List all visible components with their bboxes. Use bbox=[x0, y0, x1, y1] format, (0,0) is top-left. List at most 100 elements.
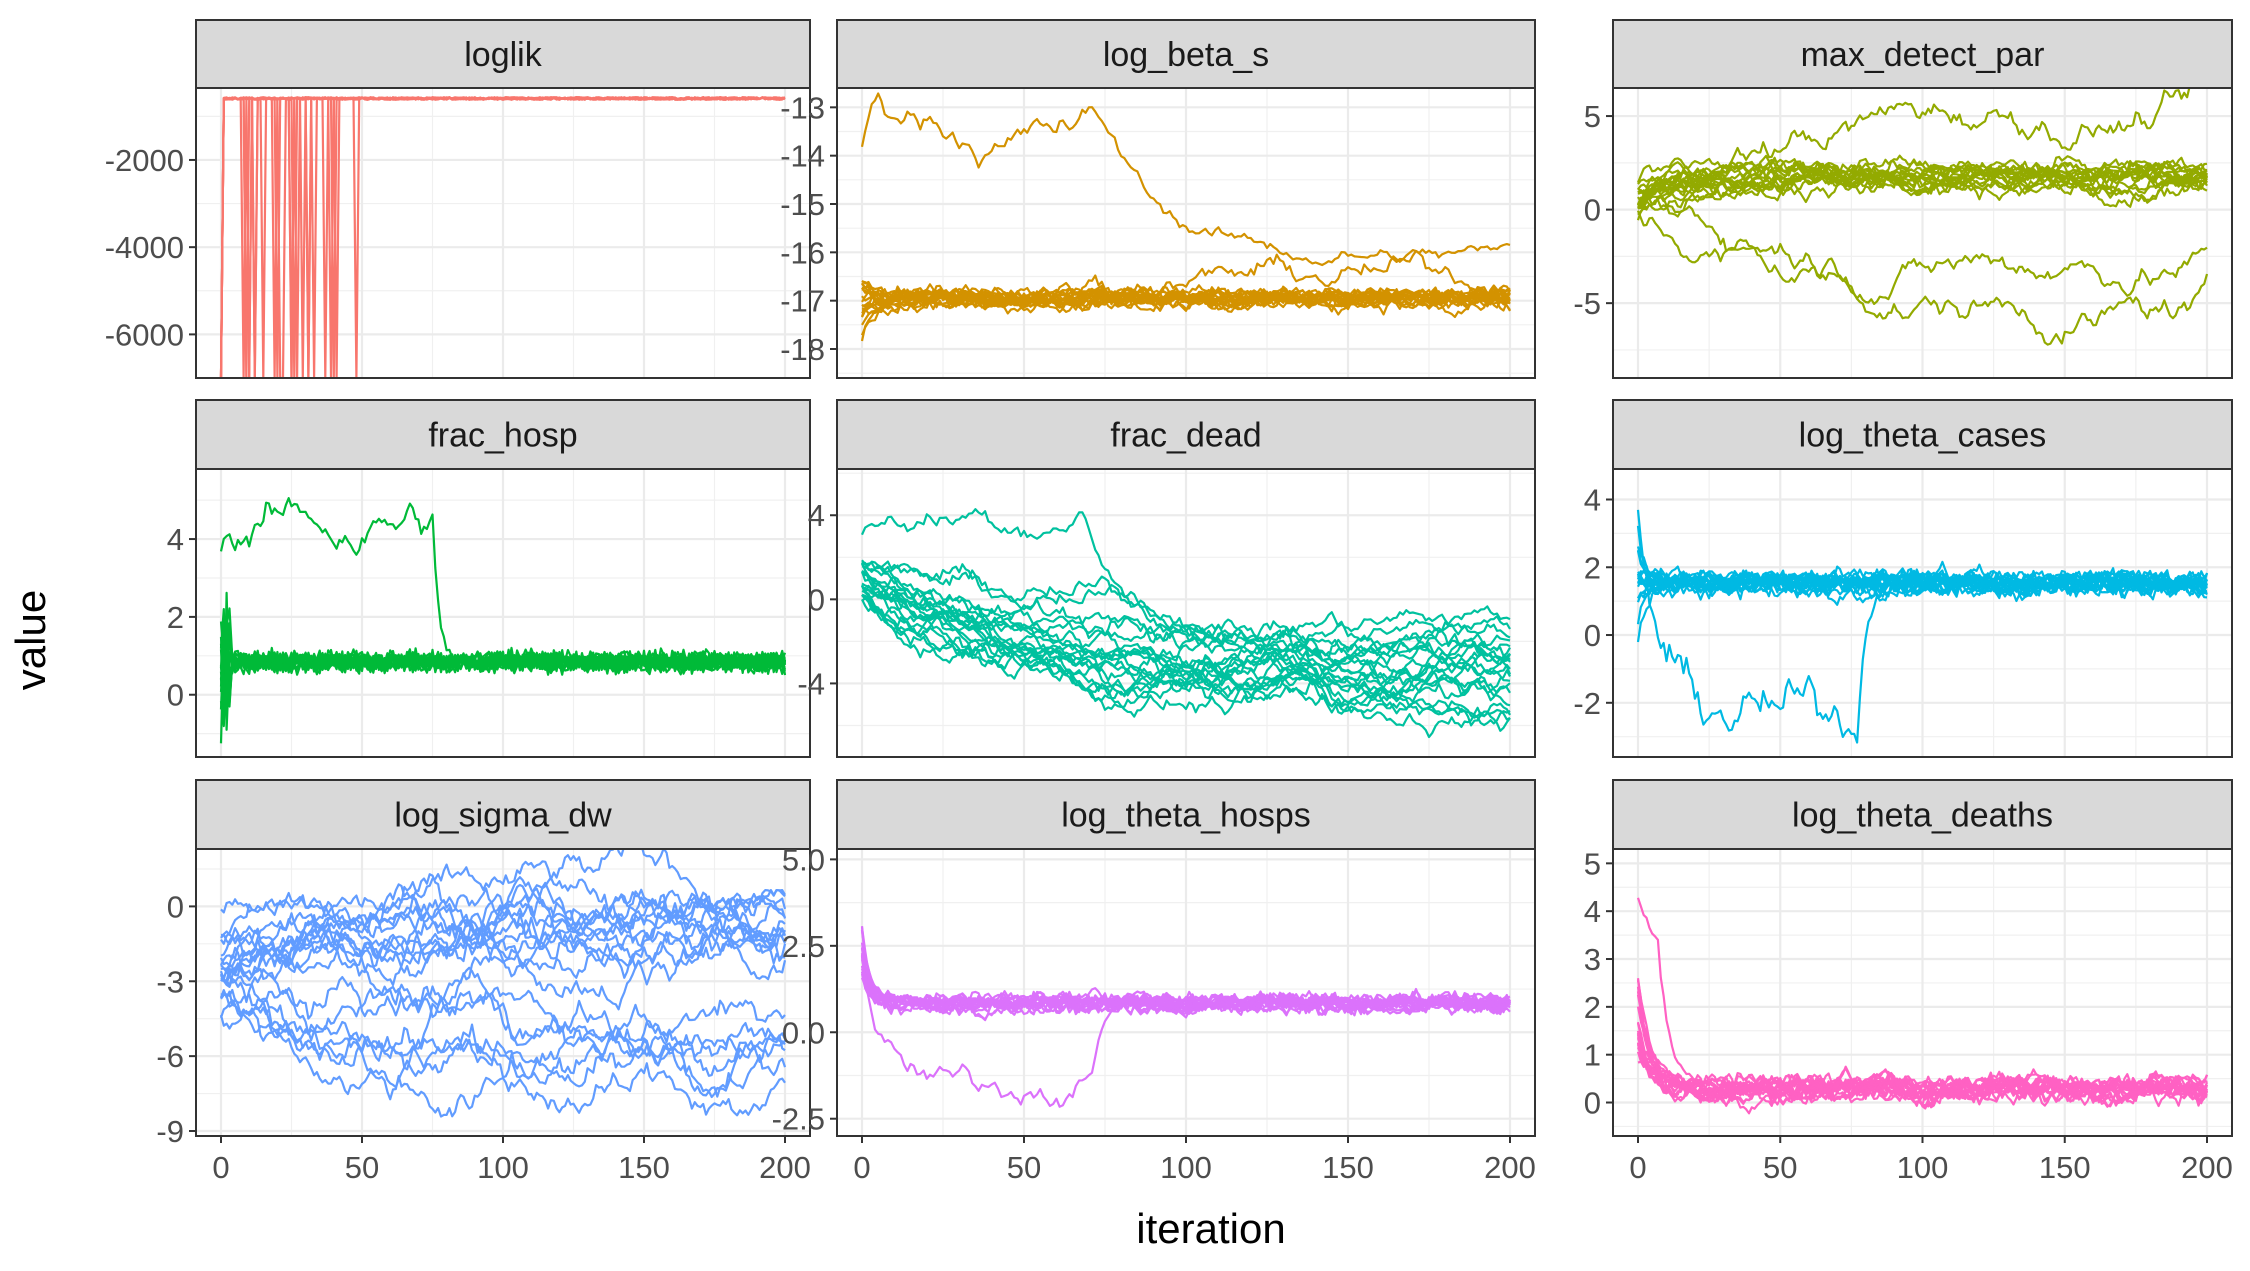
panel-frac-dead: frac_dead -4 0 4 bbox=[797, 399, 1536, 758]
y-tick-label: 0 bbox=[1584, 618, 1601, 653]
trace-chain-16 bbox=[1637, 154, 2208, 216]
y-tick-label: 0 bbox=[167, 889, 184, 924]
x-tick-label: 100 bbox=[1897, 1150, 1949, 1185]
panel-border-log-beta-s bbox=[836, 87, 1536, 379]
y-tick-label: 0 bbox=[808, 582, 825, 617]
trace-chain-4 bbox=[1637, 161, 2208, 206]
y-tick-label: -6000 bbox=[105, 317, 184, 352]
x-tick-label: 200 bbox=[759, 1150, 811, 1185]
traces-log-theta-cases bbox=[1636, 509, 2209, 744]
trace-chain-20 bbox=[1636, 897, 2209, 1102]
traces-max-detect-par bbox=[1636, 88, 2209, 346]
x-tick-label: 150 bbox=[618, 1150, 670, 1185]
trace-chain-14 bbox=[861, 560, 1511, 645]
y-tick-label: -5 bbox=[1573, 286, 1601, 321]
trace-chain-11 bbox=[861, 597, 1511, 739]
y-tick-label: 0 bbox=[1584, 1086, 1601, 1121]
y-tick-label: 1 bbox=[1584, 1038, 1601, 1073]
traces-frac-hosp bbox=[219, 497, 787, 744]
strip-log-theta-cases bbox=[1612, 399, 2233, 470]
trace-chain-18 bbox=[220, 988, 787, 1098]
trace-chain-10 bbox=[220, 873, 786, 979]
y-tick-label: 3 bbox=[1584, 942, 1601, 977]
trace-chain-15 bbox=[861, 585, 1511, 704]
trace-chain-7 bbox=[220, 899, 786, 974]
strip-frac-hosp bbox=[195, 399, 811, 470]
strip-label-log-theta-cases: log_theta_cases bbox=[1799, 417, 2047, 455]
x-tick-label: 150 bbox=[2039, 1150, 2091, 1185]
trace-chain-17 bbox=[861, 285, 1511, 309]
trace-chain-12 bbox=[220, 895, 787, 986]
trace-chain-18 bbox=[861, 288, 1511, 310]
trace-chain-5 bbox=[861, 559, 1511, 732]
y-tick-label: 2 bbox=[167, 600, 184, 635]
trace-chain-18 bbox=[861, 586, 1511, 702]
panel-border-frac-dead bbox=[836, 468, 1536, 758]
x-tick-label: 50 bbox=[345, 1150, 379, 1185]
panel-log-theta-cases: log_theta_cases -2 0 2 4 bbox=[1573, 399, 2233, 758]
trace-chain-17 bbox=[1636, 980, 2208, 1108]
strip-label-max-detect-par: max_detect_par bbox=[1801, 36, 2045, 74]
trace-chain-15 bbox=[1637, 161, 2208, 191]
strip-label-log-beta-s: log_beta_s bbox=[1103, 36, 1269, 74]
panel-log-beta-s: log_beta_s -18 -17 -16 -15 -14 -13 bbox=[780, 19, 1536, 379]
strip-log-theta-hosps bbox=[836, 779, 1536, 850]
panel-border-loglik bbox=[195, 87, 811, 379]
y-tick-label: 5 bbox=[1584, 846, 1601, 881]
panel-log-theta-hosps: log_theta_hosps -2.5 0.0 2.5 5.0 0 50 100 150 200 bbox=[772, 779, 1536, 1185]
strip-log-sigma-dw bbox=[195, 779, 811, 850]
trace-chain-20 bbox=[861, 249, 1511, 317]
y-tick-label: 4 bbox=[1584, 482, 1601, 517]
trace-chain-17 bbox=[1637, 88, 2207, 218]
x-tick-label: 150 bbox=[1322, 1150, 1374, 1185]
y-tick-label: 0.0 bbox=[782, 1015, 825, 1050]
x-tick-label: 100 bbox=[1160, 1150, 1212, 1185]
x-tick-label: 200 bbox=[2181, 1150, 2233, 1185]
strip-label-log-theta-deaths: log_theta_deaths bbox=[1792, 797, 2053, 835]
y-tick-label: -13 bbox=[780, 90, 825, 125]
trace-chain-13 bbox=[219, 900, 787, 982]
y-tick-label: 4 bbox=[167, 522, 184, 557]
y-axis-title: value bbox=[7, 590, 54, 690]
y-tick-label: -17 bbox=[780, 284, 825, 319]
trace-chain-8 bbox=[220, 912, 786, 1011]
strip-label-log-theta-hosps: log_theta_hosps bbox=[1061, 797, 1311, 835]
y-tick-label: -15 bbox=[780, 187, 825, 222]
strip-frac-dead bbox=[836, 399, 1536, 470]
traces-frac-dead bbox=[860, 508, 1512, 739]
panel-border-log-theta-cases bbox=[1612, 468, 2233, 758]
trace-chain-19 bbox=[1636, 210, 2209, 346]
strip-label-frac-dead: frac_dead bbox=[1110, 417, 1261, 455]
trace-chain-3 bbox=[220, 881, 786, 958]
y-tick-label: -2.5 bbox=[772, 1102, 825, 1137]
trace-chain-6 bbox=[220, 876, 786, 981]
panel-border-max-detect-par bbox=[1612, 87, 2233, 379]
traces-log-theta-deaths bbox=[1636, 897, 2209, 1115]
traces-loglik bbox=[219, 96, 786, 378]
strip-log-beta-s bbox=[836, 19, 1536, 89]
x-axis-title: iteration bbox=[1136, 1205, 1285, 1252]
y-tick-label: 4 bbox=[1584, 894, 1601, 929]
y-tick-label: -2000 bbox=[105, 143, 184, 178]
traces-log-beta-s bbox=[860, 92, 1511, 342]
trace-chain-9 bbox=[861, 571, 1511, 703]
panel-border-frac-hosp bbox=[195, 468, 811, 758]
traces-log-theta-hosps bbox=[860, 925, 1512, 1108]
x-tick-label: 50 bbox=[1763, 1150, 1797, 1185]
trace-chain-14 bbox=[1636, 160, 2208, 206]
trace-chain-19 bbox=[860, 952, 1511, 1108]
y-tick-label: -14 bbox=[780, 139, 825, 174]
trace-chain-17 bbox=[860, 584, 1511, 669]
y-tick-label: 0 bbox=[167, 678, 184, 713]
trace-chain-20 bbox=[220, 991, 786, 1088]
trace-chain-16 bbox=[219, 976, 786, 1047]
panel-log-sigma-dw: log_sigma_dw -9 -6 -3 0 0 50 100 150 200 bbox=[156, 779, 811, 1185]
y-tick-label: -16 bbox=[780, 235, 825, 270]
trace-chain-19 bbox=[219, 497, 787, 675]
panel-max-detect-par: max_detect_par -5 0 5 bbox=[1573, 19, 2233, 379]
y-tick-label: -18 bbox=[780, 332, 825, 367]
y-tick-label: -3 bbox=[156, 964, 184, 999]
panel-loglik: loglik -6000 -4000 -2000 bbox=[105, 19, 811, 379]
